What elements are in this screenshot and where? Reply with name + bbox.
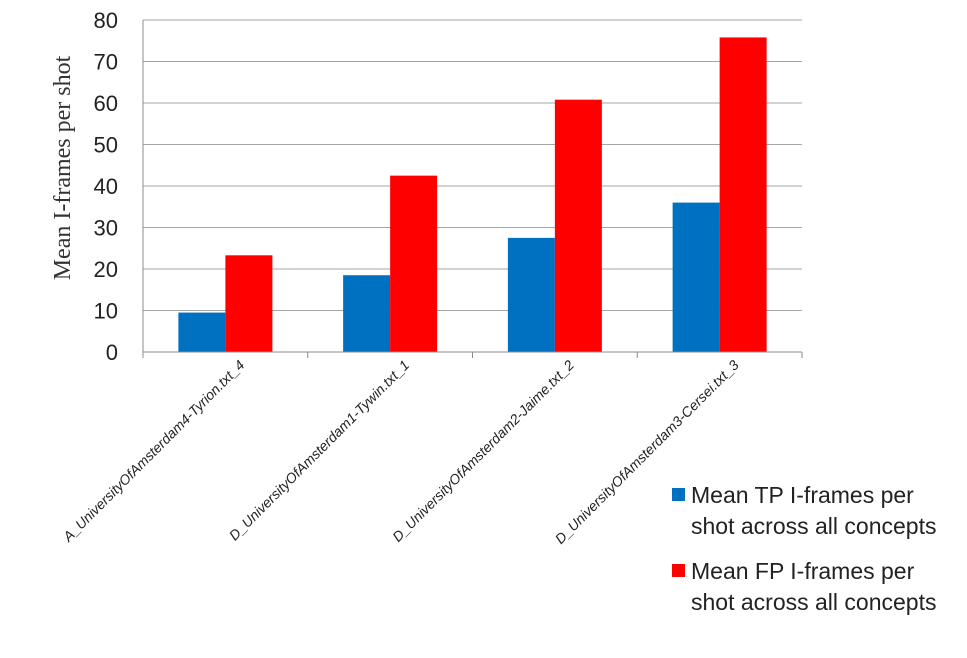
legend-item-tp: Mean TP I-frames per shot across all con… — [672, 480, 964, 542]
x-tick-labels: A_UniversityOfAmsterdam4-Tyrion.txt_4D_U… — [59, 357, 742, 547]
y-tick-label: 40 — [94, 174, 118, 199]
bar-tp — [343, 275, 391, 352]
legend: Mean TP I-frames per shot across all con… — [672, 480, 964, 632]
bar-fp — [719, 37, 767, 353]
y-tick-label: 80 — [94, 8, 118, 33]
bar-tp — [507, 237, 555, 352]
bar-fp — [554, 99, 602, 353]
legend-swatch-tp — [672, 488, 685, 501]
bar-tp — [178, 312, 226, 352]
y-tick-label: 60 — [94, 91, 118, 116]
y-tick-label: 30 — [94, 216, 118, 241]
x-tick-label: D_UniversityOfAmsterdam1-Tywin.txt_1 — [226, 357, 413, 544]
y-tick-labels: 0 10 20 30 40 50 60 70 80 — [94, 8, 118, 365]
bar-fp — [390, 175, 438, 352]
y-tick-label: 70 — [94, 50, 118, 75]
x-tick-label: D_UniversityOfAmsterdam2-Jaime.txt_2 — [389, 357, 577, 545]
x-tick-label: A_UniversityOfAmsterdam4-Tyrion.txt_4 — [59, 357, 248, 546]
y-axis-label: Mean I-frames per shot — [50, 55, 76, 280]
bars — [178, 37, 767, 353]
bar-tp — [672, 202, 720, 352]
legend-label-fp: Mean FP I-frames per shot across all con… — [691, 558, 937, 615]
y-tick-label: 10 — [94, 299, 118, 324]
legend-swatch-fp — [672, 564, 685, 577]
y-tick-label: 0 — [106, 340, 118, 365]
legend-label-tp: Mean TP I-frames per shot across all con… — [691, 482, 937, 539]
bar-fp — [225, 255, 273, 352]
y-tick-label: 20 — [94, 257, 118, 282]
axes — [142, 20, 803, 358]
y-tick-label: 50 — [94, 133, 118, 158]
legend-item-fp: Mean FP I-frames per shot across all con… — [672, 556, 964, 618]
